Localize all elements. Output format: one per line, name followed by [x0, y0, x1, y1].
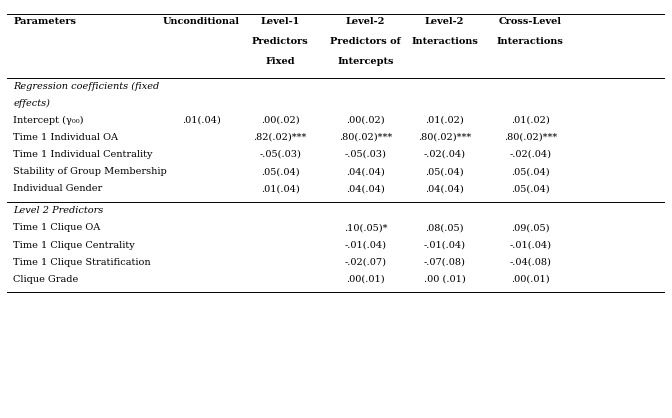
Text: .01(.04): .01(.04) — [261, 184, 300, 194]
Text: .05(.04): .05(.04) — [261, 167, 299, 176]
Text: effects): effects) — [13, 98, 50, 107]
Text: Time 1 Clique OA: Time 1 Clique OA — [13, 223, 101, 232]
Text: -.04(.08): -.04(.08) — [509, 258, 551, 267]
Text: .80(.02)***: .80(.02)*** — [503, 133, 557, 142]
Text: Cross-Level: Cross-Level — [499, 17, 562, 26]
Text: Intercept (γ₀₀): Intercept (γ₀₀) — [13, 116, 84, 125]
Text: Unconditional: Unconditional — [163, 17, 239, 26]
Text: .05(.04): .05(.04) — [511, 167, 550, 176]
Text: .00(.01): .00(.01) — [346, 275, 385, 284]
Text: .04(.04): .04(.04) — [346, 167, 385, 176]
Text: .01(.02): .01(.02) — [425, 116, 464, 125]
Text: .00 (.01): .00 (.01) — [424, 275, 466, 284]
Text: Fixed: Fixed — [265, 56, 295, 66]
Text: .04(.04): .04(.04) — [425, 184, 464, 194]
Text: -.01(.04): -.01(.04) — [509, 240, 551, 250]
Text: .10(.05)*: .10(.05)* — [344, 223, 387, 232]
Text: Clique Grade: Clique Grade — [13, 275, 79, 284]
Text: -.05(.03): -.05(.03) — [259, 150, 301, 159]
Text: Predictors: Predictors — [251, 37, 308, 46]
Text: -.02(.07): -.02(.07) — [345, 258, 386, 267]
Text: Time 1 Clique Stratification: Time 1 Clique Stratification — [13, 258, 151, 267]
Text: -.02(.04): -.02(.04) — [423, 150, 466, 159]
Text: Stability of Group Membership: Stability of Group Membership — [13, 167, 167, 176]
Text: .05(.04): .05(.04) — [425, 167, 464, 176]
Text: .00(.02): .00(.02) — [261, 116, 299, 125]
Text: .04(.04): .04(.04) — [346, 184, 385, 194]
Text: -.01(.04): -.01(.04) — [423, 240, 466, 250]
Text: Parameters: Parameters — [13, 17, 77, 26]
Text: Level-2: Level-2 — [346, 17, 385, 26]
Text: -.01(.04): -.01(.04) — [345, 240, 386, 250]
Text: -.07(.08): -.07(.08) — [424, 258, 466, 267]
Text: Individual Gender: Individual Gender — [13, 184, 103, 194]
Text: .00(.01): .00(.01) — [511, 275, 550, 284]
Text: Interactions: Interactions — [411, 37, 478, 46]
Text: .01(.02): .01(.02) — [511, 116, 550, 125]
Text: Time 1 Clique Centrality: Time 1 Clique Centrality — [13, 240, 135, 250]
Text: Level-2: Level-2 — [425, 17, 464, 26]
Text: .82(.02)***: .82(.02)*** — [253, 133, 306, 142]
Text: .00(.02): .00(.02) — [346, 116, 385, 125]
Text: .09(.05): .09(.05) — [511, 223, 550, 232]
Text: .08(.05): .08(.05) — [425, 223, 464, 232]
Text: -.02(.04): -.02(.04) — [509, 150, 551, 159]
Text: Level 2 Predictors: Level 2 Predictors — [13, 206, 103, 215]
Text: Regression coefficients (fixed: Regression coefficients (fixed — [13, 82, 159, 91]
Text: -.05(.03): -.05(.03) — [345, 150, 386, 159]
Text: .80(.02)***: .80(.02)*** — [339, 133, 392, 142]
Text: Predictors of: Predictors of — [330, 37, 401, 46]
Text: .05(.04): .05(.04) — [511, 184, 550, 194]
Text: Level-1: Level-1 — [260, 17, 300, 26]
Text: Time 1 Individual Centrality: Time 1 Individual Centrality — [13, 150, 153, 159]
Text: .01(.04): .01(.04) — [181, 116, 220, 125]
Text: Interactions: Interactions — [497, 37, 564, 46]
Text: Intercepts: Intercepts — [337, 56, 394, 66]
Text: .80(.02)***: .80(.02)*** — [418, 133, 471, 142]
Text: Time 1 Individual OA: Time 1 Individual OA — [13, 133, 118, 142]
